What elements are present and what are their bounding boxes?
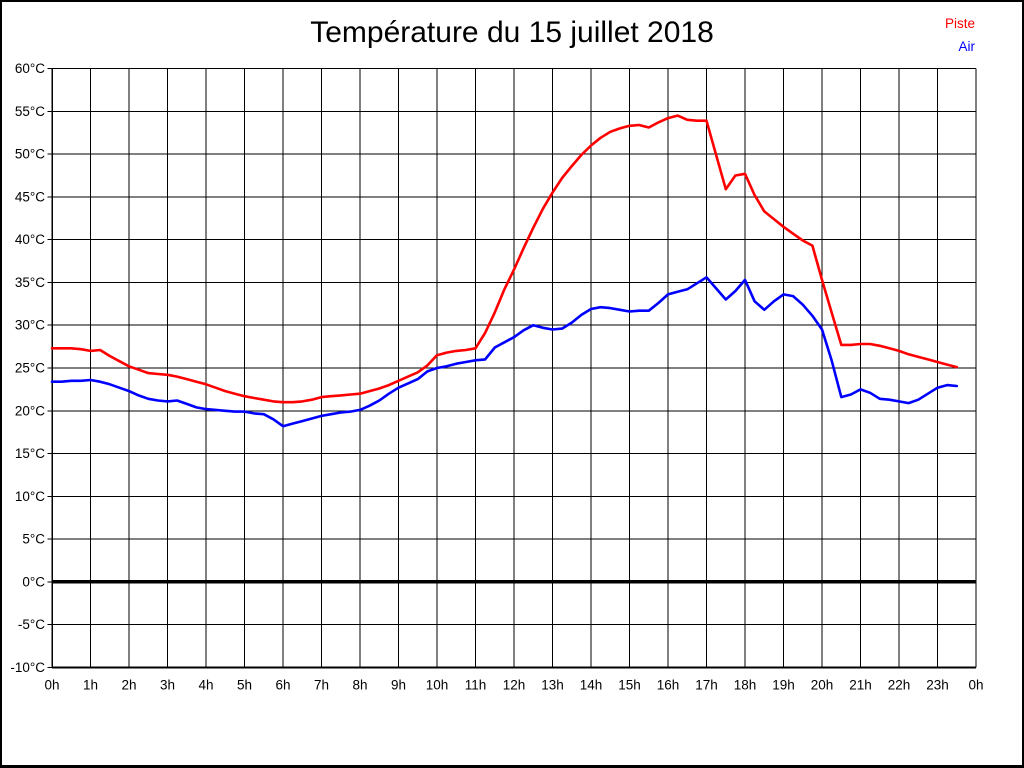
y-tick-label: 25°C — [15, 361, 45, 376]
x-tick-label: 11h — [465, 678, 487, 693]
y-tick-label: 60°C — [15, 61, 45, 76]
y-tick-label: 45°C — [15, 189, 45, 204]
x-tick-label: 8h — [352, 678, 367, 693]
y-tick-label: 35°C — [15, 275, 45, 290]
y-tick-label: 15°C — [15, 446, 45, 461]
y-tick-label: 55°C — [15, 104, 45, 119]
x-tick-label: 22h — [888, 678, 911, 693]
x-tick-label: 23h — [926, 678, 949, 693]
legend-item-piste: Piste — [944, 16, 975, 31]
y-tick-label: 50°C — [15, 147, 45, 162]
x-tick-label: 2h — [121, 678, 136, 693]
y-tick-label: 0°C — [22, 574, 45, 589]
x-tick-label: 1h — [83, 678, 98, 693]
series-air — [50, 275, 959, 428]
x-tick-label: 12h — [503, 678, 526, 693]
x-tick-label: 0h — [44, 678, 59, 693]
x-tick-label: 9h — [391, 678, 406, 693]
y-tick-label: 5°C — [22, 532, 45, 547]
x-tick-label: 20h — [811, 678, 834, 693]
x-tick-label: 19h — [772, 678, 795, 693]
y-tick-label: 20°C — [15, 403, 45, 418]
x-tick-label: 5h — [237, 678, 252, 693]
x-tick-label: 16h — [657, 678, 680, 693]
x-tick-label: 21h — [849, 678, 872, 693]
x-tick-label: 0h — [968, 678, 983, 693]
x-tick-label: 14h — [580, 678, 603, 693]
x-tick-label: 10h — [426, 678, 449, 693]
y-tick-label: 40°C — [15, 232, 45, 247]
y-tick-label: 10°C — [15, 489, 45, 504]
x-tick-label: 15h — [618, 678, 641, 693]
x-tick-label: 7h — [314, 678, 329, 693]
x-tick-label: 13h — [541, 678, 564, 693]
x-tick-label: 17h — [695, 678, 718, 693]
x-tick-label: 6h — [275, 678, 290, 693]
series-piste — [50, 114, 959, 404]
legend-item-air: Air — [958, 39, 976, 54]
x-tick-label: 3h — [160, 678, 175, 693]
y-tick-label: -10°C — [10, 660, 45, 675]
y-tick-label: -5°C — [18, 617, 45, 632]
legend: Piste Air — [945, 12, 975, 58]
y-tick-label: 30°C — [15, 318, 45, 333]
x-tick-label: 4h — [198, 678, 213, 693]
x-tick-label: 18h — [734, 678, 757, 693]
chart-title: Température du 15 juillet 2018 — [310, 16, 714, 49]
